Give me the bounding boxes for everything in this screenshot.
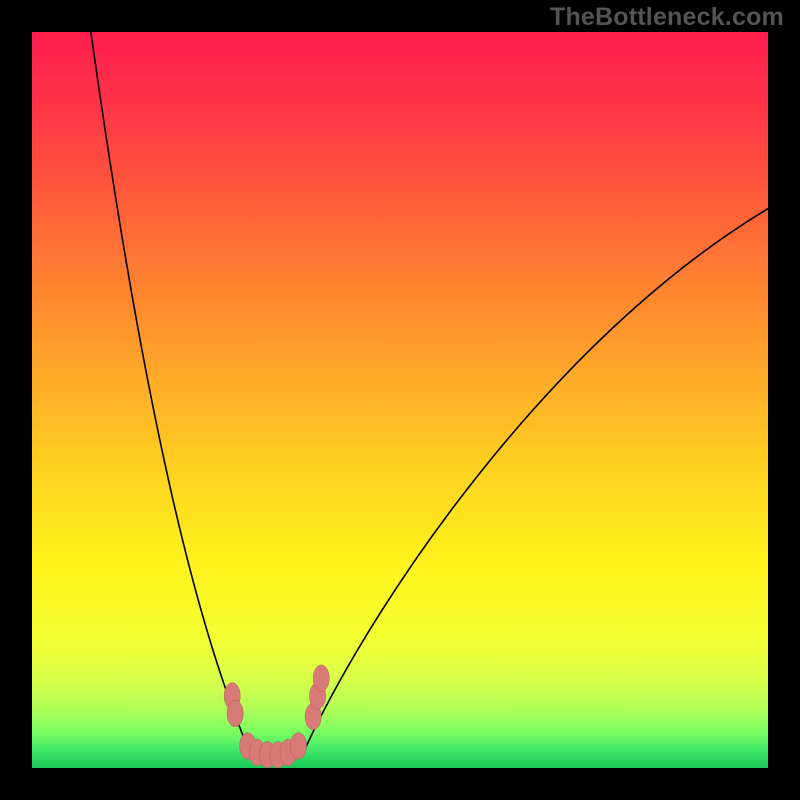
chart-svg [32, 32, 768, 768]
watermark-text: TheBottleneck.com [550, 3, 784, 32]
bottleneck-chart [32, 32, 768, 768]
valley-marker [227, 700, 243, 726]
valley-marker [290, 733, 306, 759]
valley-marker [313, 665, 329, 691]
gradient-background [32, 32, 768, 768]
